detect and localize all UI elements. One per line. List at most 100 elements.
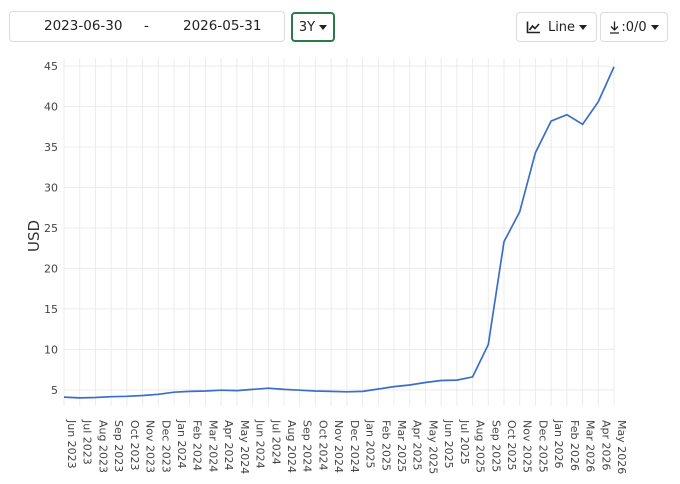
chart-type-label: Line [547,19,576,35]
data-point [549,119,554,124]
x-tick-label: Jun 2023 [65,419,78,469]
data-point [533,150,538,155]
x-tick-label: Jun 2024 [254,419,267,469]
line-chart-icon [526,21,541,34]
data-point [564,112,569,117]
data-point [62,395,67,400]
chevron-down-icon [650,24,659,30]
data-point [454,378,459,383]
x-tick-label: Jul 2023 [81,419,94,465]
data-point [250,387,255,392]
x-tick-label: Feb 2025 [379,420,392,471]
data-point [124,394,129,399]
x-tick-label: Dec 2023 [159,420,172,473]
x-tick-label: Sep 2024 [301,420,314,472]
x-tick-label: Jan 2026 [552,419,565,468]
y-tick-label: 35 [44,141,58,154]
data-point [470,374,475,379]
download-button[interactable]: :0/0 [600,12,668,42]
data-point [580,122,585,127]
x-tick-label: Dec 2024 [348,420,361,473]
data-point [612,64,617,69]
x-tick-label: Mar 2026 [584,420,597,472]
date-end-input[interactable]: 2026-05-31 [183,18,262,34]
y-tick-label: 15 [44,303,58,316]
data-point [187,389,192,394]
data-point [156,392,161,397]
x-tick-label: May 2025 [426,420,439,474]
data-point [407,382,412,387]
x-tick-label: Jan 2025 [364,419,377,468]
x-tick-label: Aug 2025 [474,420,487,473]
y-tick-label: 10 [44,343,58,356]
x-tick-label: Aug 2024 [285,420,298,473]
x-tick-label: Nov 2025 [521,420,534,473]
grid [63,58,615,406]
chevron-down-icon [579,24,588,30]
x-tick-label: Jul 2025 [458,419,471,465]
data-point [297,388,302,393]
x-tick-label: May 2026 [615,420,628,474]
x-tick-label: Dec 2025 [536,420,549,473]
x-axis-ticks: Jun 2023 Jul 2023 Aug 2023 Sep 2023 Oct 2023… [65,419,628,474]
data-point [392,384,397,389]
data-point [517,209,522,214]
data-point [596,99,601,104]
data-point [329,389,334,394]
data-point [140,393,145,398]
x-tick-label: Nov 2023 [144,420,157,473]
toolbar: 2023-06-30 - 2026-05-31 3Y Line :0/0 [0,0,680,50]
download-label: :0/0 [621,19,647,35]
data-point [77,395,82,400]
x-tick-label: May 2024 [238,420,251,474]
y-tick-label: 5 [51,384,58,397]
data-point [376,387,381,392]
x-tick-label: Nov 2024 [332,420,345,473]
x-tick-label: Oct 2025 [505,420,518,471]
x-tick-label: Mar 2024 [206,420,219,472]
range-select-button[interactable]: 3Y [291,12,335,42]
y-tick-label: 25 [44,222,58,235]
x-tick-label: Sep 2023 [112,420,125,472]
chart-type-button[interactable]: Line [516,12,597,42]
chevron-down-icon [319,24,328,30]
data-point [93,395,98,400]
data-point [313,389,318,394]
x-tick-label: Oct 2023 [128,420,141,471]
data-point [266,386,271,391]
range-select-label: 3Y [298,19,316,35]
series-line [63,66,615,399]
date-range-picker[interactable]: 2023-06-30 - 2026-05-31 [9,11,285,42]
data-point [439,378,444,383]
x-tick-label: Sep 2025 [489,420,502,472]
date-separator: - [144,18,149,34]
x-tick-label: Apr 2026 [599,420,612,471]
x-tick-label: Jun 2025 [442,419,455,469]
data-point [423,380,428,385]
x-tick-label: Oct 2024 [316,420,329,471]
data-point [502,239,507,244]
x-tick-label: Mar 2025 [395,420,408,472]
download-icon [609,21,620,34]
data-point [486,342,491,347]
x-tick-label: Feb 2026 [568,420,581,471]
x-tick-label: Apr 2025 [411,420,424,471]
data-point [219,388,224,393]
y-axis-ticks: 5 10 15 20 25 30 35 40 45 [44,60,58,397]
data-point [344,389,349,394]
x-tick-label: Jul 2024 [269,419,282,465]
data-point [282,387,287,392]
date-start-input[interactable]: 2023-06-30 [44,18,123,34]
x-tick-label: Aug 2023 [96,420,109,473]
data-points [62,64,617,400]
x-tick-label: Apr 2024 [222,420,235,471]
y-tick-label: 20 [44,262,58,275]
y-tick-label: 30 [44,181,58,194]
data-point [360,389,365,394]
x-tick-label: Jan 2024 [175,419,188,468]
data-point [172,390,177,395]
y-tick-label: 40 [44,101,58,114]
y-tick-label: 45 [44,60,58,73]
x-tick-label: Feb 2024 [191,420,204,471]
